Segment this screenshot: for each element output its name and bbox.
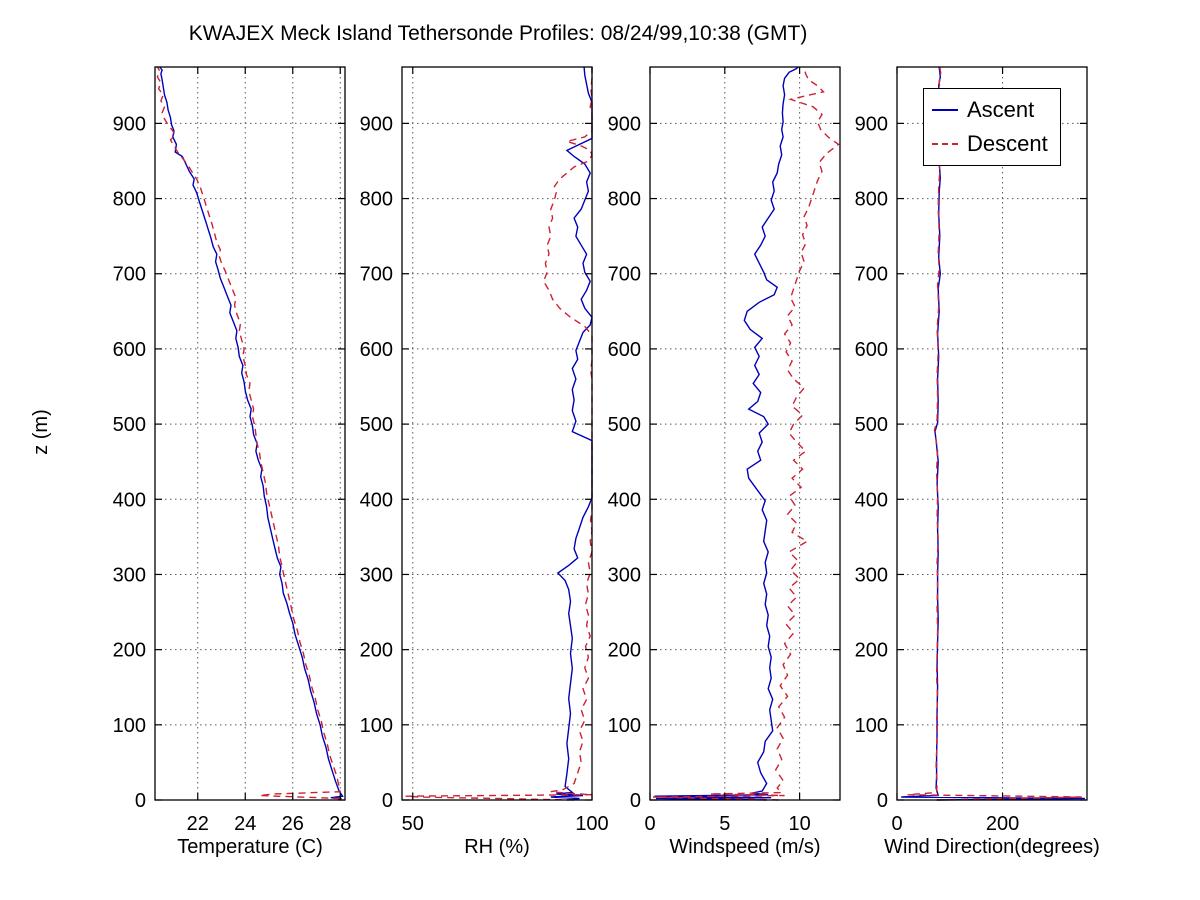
figure-title: KWAJEX Meck Island Tethersonde Profiles:… (188, 22, 808, 45)
winddirection-axis-label: Wind Direction(degrees) (884, 836, 1100, 858)
y-tick-label: 300 (360, 564, 393, 586)
y-tick-label: 400 (113, 489, 146, 511)
y-tick-label: 900 (360, 113, 393, 135)
legend-sample-ascent (932, 109, 958, 111)
y-tick-label: 600 (113, 339, 146, 361)
legend-item-descent: Descent (924, 129, 1060, 159)
rh-axis-label: RH (%) (464, 836, 530, 858)
plot-border (896, 66, 1088, 801)
y-tick-label: 200 (360, 640, 393, 662)
x-tick-label: 26 (282, 813, 304, 835)
y-tick-label: 400 (855, 489, 888, 511)
plot-border (154, 66, 346, 801)
y-tick-label: 700 (855, 264, 888, 286)
y-tick-label: 900 (113, 113, 146, 135)
temperature-descent-line (156, 66, 342, 800)
x-tick-label: 22 (187, 813, 209, 835)
y-tick-label: 800 (113, 189, 146, 211)
x-tick-label: 10 (788, 813, 810, 835)
windspeed-ascent-line (654, 66, 799, 801)
windspeed-axis-label: Windspeed (m/s) (669, 836, 821, 858)
x-tick-label: 24 (234, 813, 256, 835)
x-tick-label: 200 (986, 813, 1019, 835)
y-tick-label: 400 (360, 489, 393, 511)
windspeed-descent-line (652, 66, 840, 801)
plot-rh: 50 100 0 100 200 300 400 500 600 700 800 900 (360, 66, 609, 835)
y-tick-label: 400 (608, 489, 641, 511)
y-tick-label: 100 (855, 715, 888, 737)
plot-temperature: 22 24 26 28 0 100 200 300 400 500 600 700 800 900 (113, 66, 351, 835)
y-tick-label: 500 (608, 414, 641, 436)
y-tick-label: 200 (855, 640, 888, 662)
y-tick-label: 200 (608, 640, 641, 662)
y-tick-label: 800 (608, 189, 641, 211)
x-tick-label: 0 (891, 813, 902, 835)
y-tick-label: 500 (855, 414, 888, 436)
y-tick-label: 800 (855, 189, 888, 211)
y-tick-label: 0 (382, 790, 393, 812)
y-tick-label: 800 (360, 189, 393, 211)
legend-box: Ascent Descent (923, 88, 1061, 166)
legend-label-descent: Descent (967, 131, 1048, 156)
y-tick-label: 700 (113, 264, 146, 286)
y-tick-label: 600 (360, 339, 393, 361)
y-tick-label: 700 (608, 264, 641, 286)
y-tick-label: 300 (855, 564, 888, 586)
y-tick-label: 500 (113, 414, 146, 436)
x-tick-label: 28 (329, 813, 351, 835)
y-tick-label: 300 (113, 564, 146, 586)
y-tick-label: 100 (608, 715, 641, 737)
y-tick-label: 600 (855, 339, 888, 361)
y-tick-label: 700 (360, 264, 393, 286)
x-tick-label: 0 (644, 813, 655, 835)
y-tick-label: 100 (113, 715, 146, 737)
rh-ascent-line (550, 66, 593, 801)
y-tick-label: 200 (113, 640, 146, 662)
temperature-axis-label: Temperature (C) (177, 836, 323, 858)
y-tick-label: 900 (608, 113, 641, 135)
y-tick-label: 900 (855, 113, 888, 135)
z-axis-label: z (m) (30, 409, 52, 455)
rh-descent-line (405, 67, 593, 801)
y-tick-label: 0 (877, 790, 888, 812)
x-tick-label: 5 (719, 813, 730, 835)
plot-border (401, 66, 593, 801)
legend-item-ascent: Ascent (924, 95, 1060, 125)
y-tick-label: 0 (135, 790, 146, 812)
y-tick-label: 100 (360, 715, 393, 737)
x-tick-label: 100 (575, 813, 608, 835)
y-tick-label: 600 (608, 339, 641, 361)
x-tick-label: 50 (402, 813, 424, 835)
y-tick-label: 500 (360, 414, 393, 436)
winddirection-descent-line (907, 66, 1082, 801)
plot-border (649, 66, 841, 801)
winddirection-ascent-line (901, 66, 1085, 801)
legend-sample-descent (932, 143, 958, 145)
y-tick-label: 300 (608, 564, 641, 586)
plot-winddirection: 0 200 0 100 200 300 400 500 600 700 800 900 (855, 66, 1088, 835)
temperature-ascent-line (159, 66, 344, 801)
legend-label-ascent: Ascent (967, 97, 1035, 122)
y-tick-label: 0 (630, 790, 641, 812)
